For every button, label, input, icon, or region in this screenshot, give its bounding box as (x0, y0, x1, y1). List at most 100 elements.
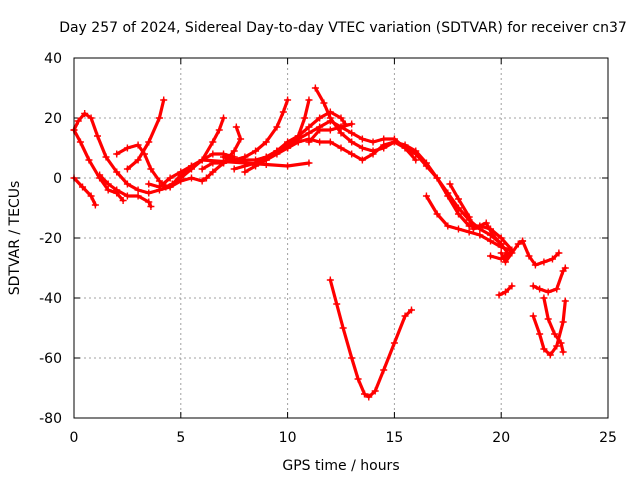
data-point (145, 138, 153, 146)
data-point (546, 351, 554, 359)
series-track-21 (495, 282, 516, 299)
data-point (540, 294, 548, 302)
data-point (514, 240, 522, 248)
data-point (187, 174, 195, 182)
x-tick-label-15: 15 (385, 430, 403, 446)
data-point (220, 114, 228, 122)
series-line-track-16 (328, 278, 414, 399)
grid (74, 58, 608, 418)
data-point (504, 249, 512, 257)
data-point (487, 237, 495, 245)
data-point (198, 156, 206, 164)
data-point (561, 297, 569, 305)
data-point (198, 165, 206, 173)
data-point (166, 174, 174, 182)
data-point (555, 249, 563, 257)
data-point (316, 126, 324, 134)
data-point (123, 180, 131, 188)
data-point (358, 135, 366, 143)
data-point (508, 282, 516, 290)
data-point (241, 162, 249, 170)
data-point (305, 138, 313, 146)
data-point (273, 147, 281, 155)
data-point (454, 195, 462, 203)
data-point (230, 156, 238, 164)
series-track-15 (305, 120, 356, 146)
data-point (390, 138, 398, 146)
data-point (495, 291, 503, 299)
series-track-16 (326, 276, 415, 401)
data-point (422, 159, 430, 167)
data-point (81, 110, 89, 117)
data-point (333, 300, 341, 308)
data-point (220, 153, 228, 161)
data-point (294, 132, 302, 140)
data-point (444, 192, 452, 200)
data-point (553, 285, 561, 293)
data-point (74, 117, 82, 125)
data-point (209, 159, 217, 167)
data-point (465, 228, 473, 236)
data-point (284, 144, 292, 152)
data-point (551, 330, 559, 338)
data-point (326, 126, 334, 134)
data-point (301, 114, 309, 122)
data-point (76, 138, 84, 146)
data-point (305, 129, 313, 137)
data-point (147, 203, 155, 210)
y-tick-label--40: -40 (39, 291, 62, 307)
data-point (273, 123, 281, 131)
data-point (85, 156, 93, 164)
data-point (284, 162, 292, 170)
series-track-7 (145, 114, 228, 191)
x-tick-label-5: 5 (176, 430, 185, 446)
series-track-4 (96, 171, 155, 210)
x-tick-label-10: 10 (279, 430, 297, 446)
data-point (177, 168, 185, 176)
data-point (215, 126, 223, 134)
data-point (559, 318, 567, 326)
data-point (525, 252, 533, 260)
data-point (113, 168, 121, 176)
data-point (93, 132, 101, 140)
data-point (339, 324, 347, 332)
data-point (177, 177, 185, 185)
data-point (145, 180, 153, 188)
data-point (316, 114, 324, 122)
data-point (369, 138, 377, 146)
data-point (501, 288, 509, 296)
data-point (390, 339, 398, 347)
data-point (531, 261, 539, 269)
series-line-track-13 (254, 137, 503, 246)
data-point (348, 120, 356, 128)
data-point (540, 345, 548, 353)
data-point (380, 144, 388, 152)
y-axis-label: SDTVAR / TECUs (7, 181, 23, 296)
data-point (198, 177, 206, 185)
data-point (166, 183, 174, 191)
data-point (559, 348, 567, 356)
data-point (354, 375, 362, 383)
data-point (113, 150, 121, 158)
series-track-14 (311, 84, 516, 263)
series-line-track-3 (72, 176, 97, 207)
data-point (348, 138, 356, 146)
data-point (401, 312, 409, 320)
series-line-track-5 (115, 143, 236, 189)
data-point (134, 192, 142, 200)
data-point (252, 147, 260, 155)
data-point (553, 342, 561, 350)
series-track-18 (422, 192, 514, 254)
data-point (252, 159, 260, 167)
data-point (305, 123, 313, 131)
data-point (337, 114, 345, 122)
data-point (454, 210, 462, 218)
data-point (134, 186, 142, 194)
data-point (232, 123, 240, 131)
axis-ticks: 0 5 10 15 20 25 -80 -60 -40 -20 0 20 40 (39, 51, 617, 446)
data-point (497, 249, 505, 257)
data-point (87, 192, 95, 200)
y-tick-label--80: -80 (39, 411, 62, 427)
data-point (104, 186, 112, 194)
